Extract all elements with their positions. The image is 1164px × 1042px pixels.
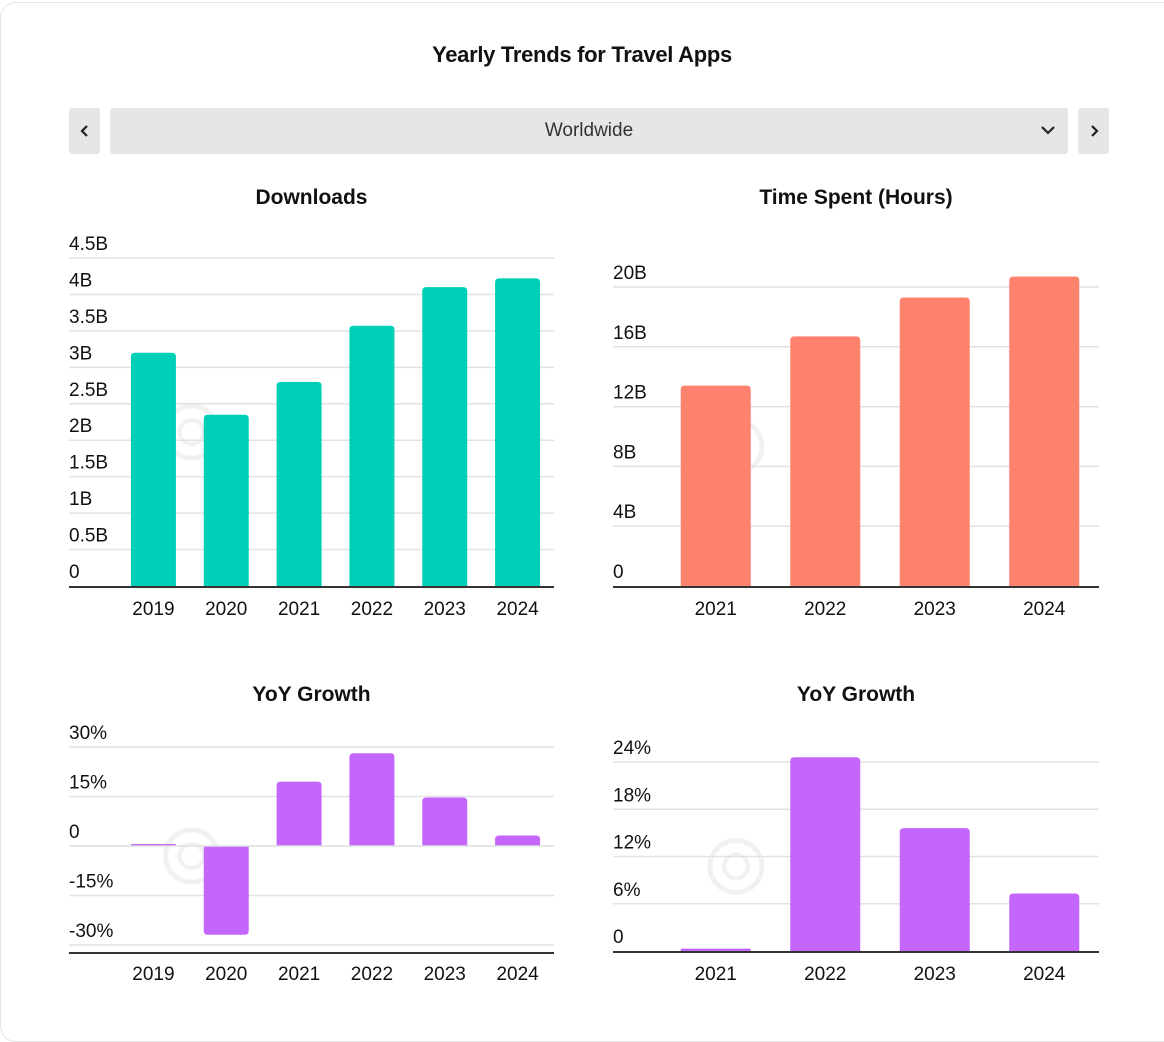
chevron-left-icon (79, 125, 88, 137)
y-tick-label: 1B (69, 489, 92, 510)
time-spent-yoy-chart: YoY Growth 0 6% 12% 18% 24% 2021 2022 2023 2024 (613, 683, 1099, 985)
x-tick-label: 2023 (914, 964, 956, 985)
y-tick-label: 2.5B (69, 380, 108, 401)
chart-title: Downloads (255, 186, 367, 209)
bar-2022[interactable] (349, 753, 395, 846)
bar-2022[interactable] (790, 336, 861, 586)
x-tick-label: 2021 (278, 599, 320, 620)
watermark-logo (707, 838, 765, 895)
x-tick-label: 2024 (1023, 964, 1066, 985)
bar-2023[interactable] (422, 287, 468, 586)
x-tick-label: 2024 (496, 964, 539, 985)
y-tick-label: 4B (613, 502, 636, 523)
bar-2024[interactable] (1009, 276, 1080, 586)
y-tick-label: 24% (613, 738, 651, 759)
bar-2021[interactable] (680, 948, 751, 951)
x-tick-label: 2022 (804, 599, 846, 620)
bar-2024[interactable] (1009, 893, 1080, 951)
region-dropdown[interactable]: Worldwide (110, 108, 1068, 154)
y-tick-label: 16B (613, 323, 647, 344)
page-title: Yearly Trends for Travel Apps (432, 42, 732, 67)
y-tick-label: -15% (69, 872, 113, 893)
x-tick-label: 2022 (351, 964, 393, 985)
x-tick-label: 2021 (695, 964, 737, 985)
y-tick-label: 0 (613, 562, 624, 583)
bar-2022[interactable] (349, 325, 395, 586)
bar-2020[interactable] (203, 846, 249, 935)
x-tick-label: 2020 (205, 964, 247, 985)
y-tick-label: 1.5B (69, 453, 108, 474)
x-tick-label: 2023 (914, 599, 956, 620)
y-tick-label: 3.5B (69, 307, 108, 328)
chevron-right-icon (1090, 125, 1099, 137)
x-tick-label: 2019 (132, 599, 174, 620)
x-tick-label: 2022 (351, 599, 393, 620)
next-region-button[interactable] (1078, 108, 1109, 154)
bar-2023[interactable] (899, 297, 970, 586)
x-tick-label: 2019 (132, 964, 174, 985)
y-tick-label: 12B (613, 383, 647, 404)
y-tick-label: 4.5B (69, 234, 108, 255)
x-tick-label: 2023 (424, 964, 466, 985)
bar-2019[interactable] (130, 352, 176, 586)
x-tick-label: 2021 (695, 599, 737, 620)
y-tick-label: 8B (613, 442, 636, 463)
y-tick-label: 0 (613, 927, 624, 948)
bar-2020[interactable] (203, 414, 249, 586)
bar-2021[interactable] (680, 385, 751, 586)
bar-2024[interactable] (495, 278, 541, 586)
y-tick-label: 6% (613, 880, 641, 901)
x-tick-label: 2024 (496, 599, 539, 620)
chart-title: Time Spent (Hours) (759, 186, 952, 209)
x-tick-label: 2023 (424, 599, 466, 620)
x-tick-label: 2020 (205, 599, 247, 620)
y-tick-label: 0.5B (69, 526, 108, 547)
y-tick-label: 0 (69, 562, 80, 583)
y-tick-label: 3B (69, 343, 92, 364)
chart-title: YoY Growth (797, 683, 915, 706)
bar-2021[interactable] (276, 781, 322, 846)
y-tick-label: 2B (69, 416, 92, 437)
downloads-chart: Downloads 0 0.5B 1B 1.5B 2B 2.5B 3B 3.5B 4B 4.5B 20… (69, 186, 554, 620)
downloads-yoy-chart: YoY Growth -30% -15% 0 15% 30% 2019 2020 2021 202… (69, 683, 554, 985)
y-tick-label: 0 (69, 822, 80, 843)
y-tick-label: -30% (69, 921, 113, 942)
bar-2022[interactable] (790, 757, 861, 951)
bar-2023[interactable] (422, 797, 468, 846)
time-spent-chart: Time Spent (Hours) 0 4B 8B 12B 16B 20B 2021 2022… (613, 186, 1099, 620)
bar-2024[interactable] (495, 835, 541, 846)
bar-2023[interactable] (899, 828, 970, 951)
x-tick-label: 2021 (278, 964, 320, 985)
y-tick-label: 4B (69, 270, 92, 291)
bar-2021[interactable] (276, 381, 322, 586)
y-tick-label: 15% (69, 773, 107, 794)
y-tick-label: 18% (613, 785, 651, 806)
chart-title: YoY Growth (252, 683, 370, 706)
prev-region-button[interactable] (69, 108, 100, 154)
x-tick-label: 2022 (804, 964, 846, 985)
y-tick-label: 30% (69, 723, 107, 744)
chevron-down-icon (1041, 126, 1055, 135)
y-tick-label: 12% (613, 833, 651, 854)
region-selected-value: Worldwide (544, 120, 634, 141)
x-tick-label: 2024 (1023, 599, 1066, 620)
y-tick-label: 20B (613, 263, 647, 284)
